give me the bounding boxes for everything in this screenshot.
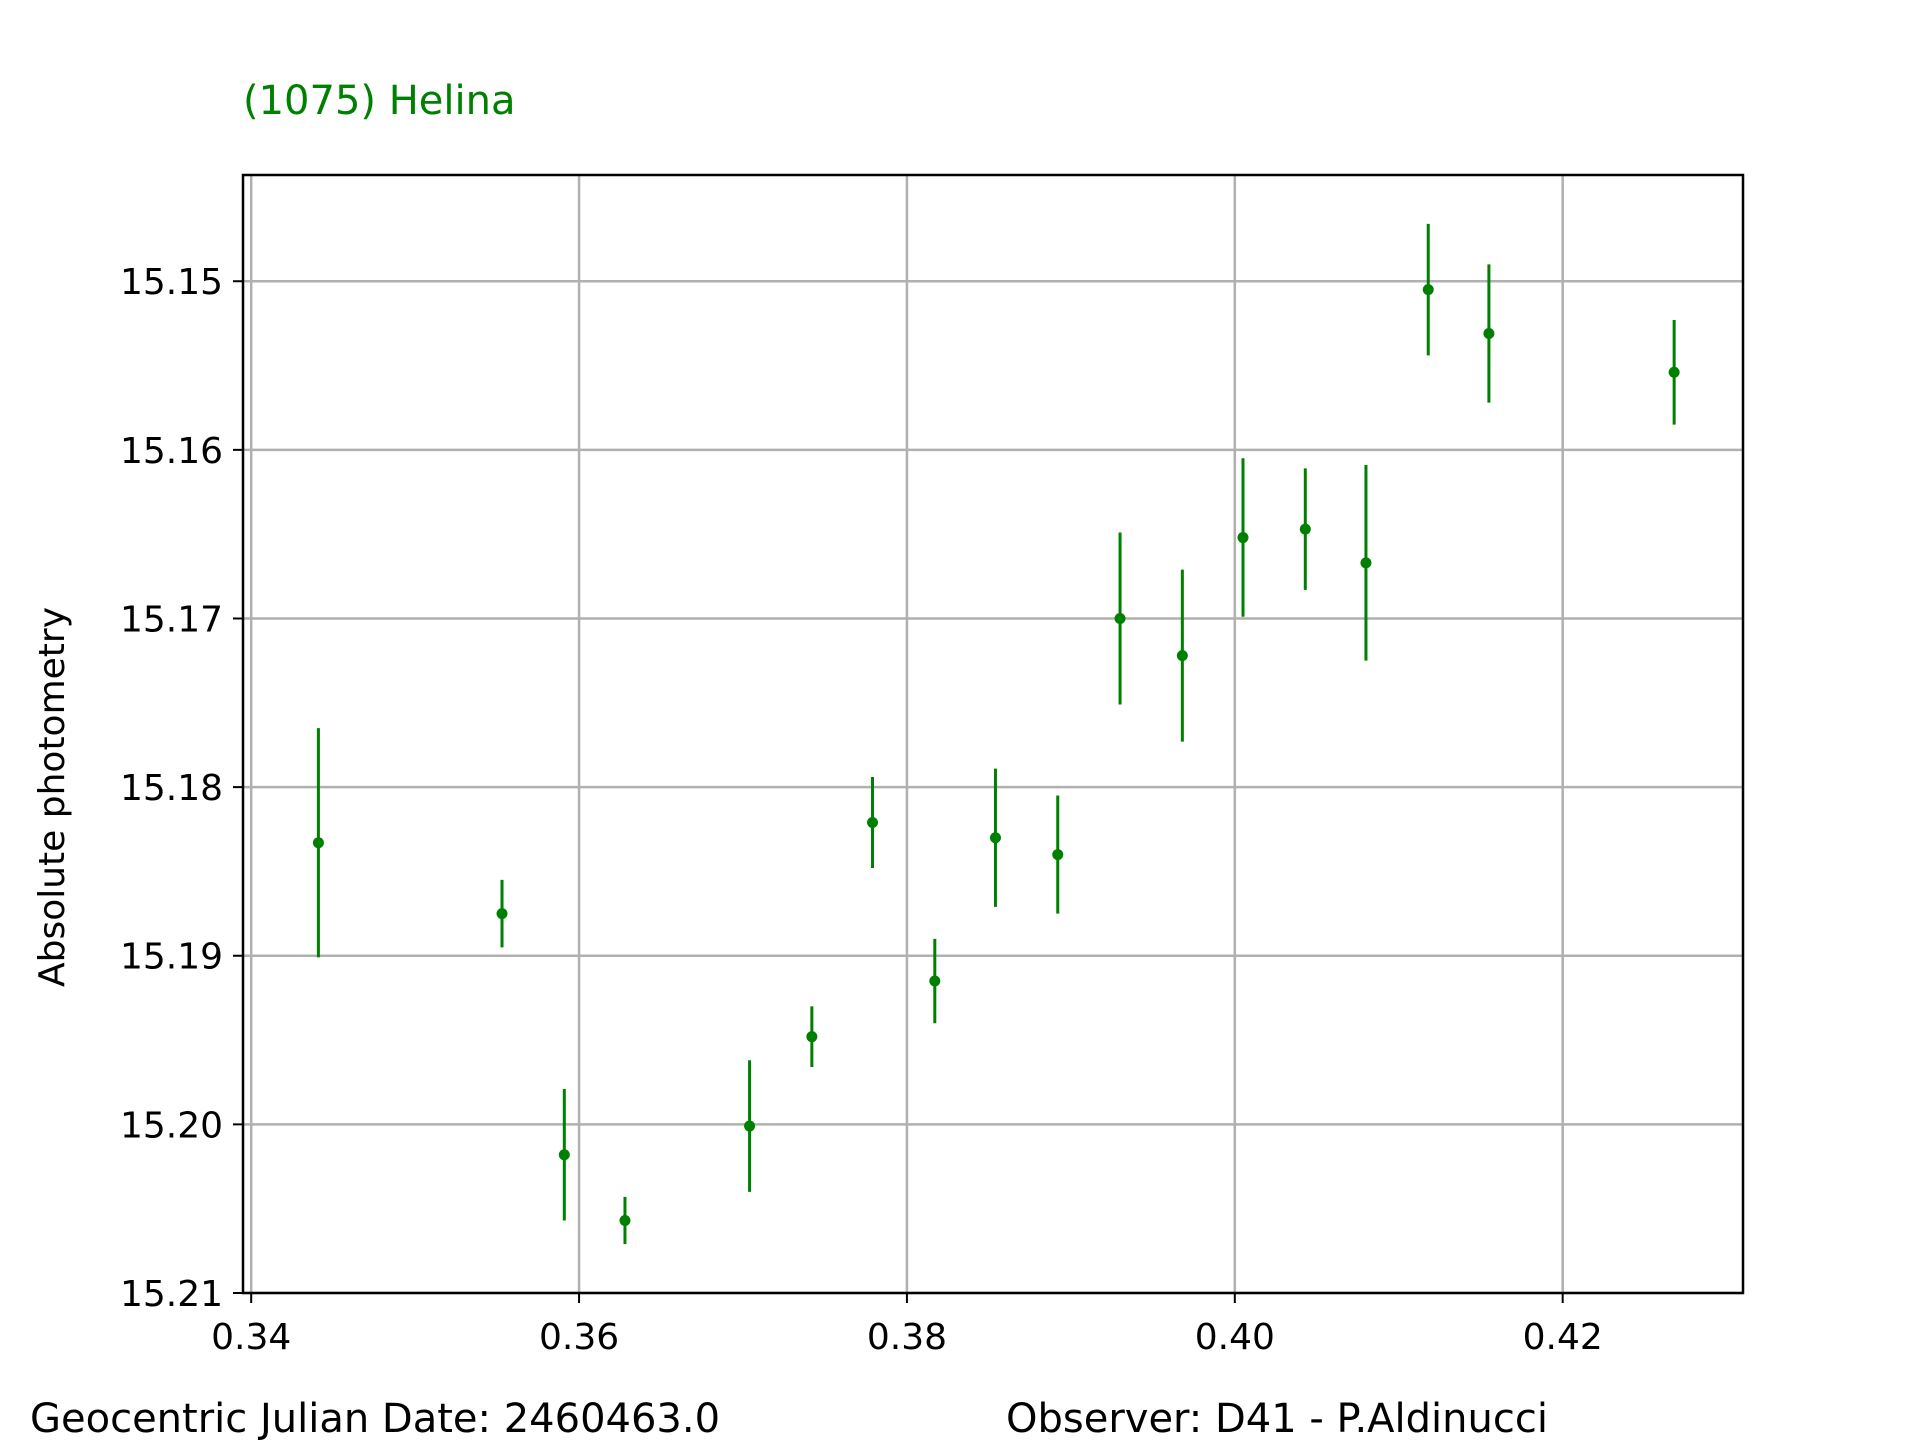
data-point xyxy=(1668,366,1680,378)
data-point xyxy=(1176,650,1188,662)
julian-date-footer: Geocentric Julian Date: 2460463.0 xyxy=(30,1396,721,1442)
y-tick-label: 15.20 xyxy=(120,1105,223,1146)
x-tick-label: 0.34 xyxy=(211,1317,291,1358)
grid-lines xyxy=(243,175,1743,1295)
observer-footer: Observer: D41 - P.Aldinucci xyxy=(1006,1396,1548,1442)
data-point xyxy=(929,975,941,987)
y-tick-label: 15.17 xyxy=(120,599,223,640)
y-tick-label: 15.18 xyxy=(120,768,223,809)
x-tick-label: 0.40 xyxy=(1195,1317,1275,1358)
data-point xyxy=(1114,612,1126,624)
x-tick-label: 0.36 xyxy=(539,1317,619,1358)
data-point xyxy=(1299,523,1311,535)
data-point xyxy=(619,1214,631,1226)
data-point xyxy=(1422,284,1434,296)
data-point xyxy=(1052,849,1064,861)
x-tick-label: 0.42 xyxy=(1523,1317,1603,1358)
data-point xyxy=(496,908,508,920)
data-point xyxy=(867,817,879,829)
y-tick-label: 15.21 xyxy=(120,1274,223,1315)
data-point xyxy=(989,832,1001,844)
data-point xyxy=(1237,532,1249,544)
data-point xyxy=(1483,328,1495,340)
y-tick-label: 15.15 xyxy=(120,262,223,303)
plot-frame xyxy=(241,173,1745,1295)
y-tick-label: 15.16 xyxy=(120,431,223,472)
y-axis-label: Absolute photometry xyxy=(32,607,73,987)
y-axis-ticks: 15.15 15.16 15.17 15.18 15.19 15.20 15.21 xyxy=(120,262,243,1315)
data-point xyxy=(1360,557,1372,569)
x-tick-label: 0.38 xyxy=(867,1317,947,1358)
x-axis-ticks: 0.34 0.36 0.38 0.40 0.42 xyxy=(211,1293,1603,1358)
data-point xyxy=(744,1120,756,1132)
data-point xyxy=(806,1031,818,1043)
data-points xyxy=(312,284,1680,1226)
y-tick-label: 15.19 xyxy=(120,937,223,978)
data-point xyxy=(312,837,324,849)
chart-title: (1075) Helina xyxy=(243,78,516,124)
error-bars xyxy=(316,223,1676,1245)
data-point xyxy=(558,1149,570,1161)
